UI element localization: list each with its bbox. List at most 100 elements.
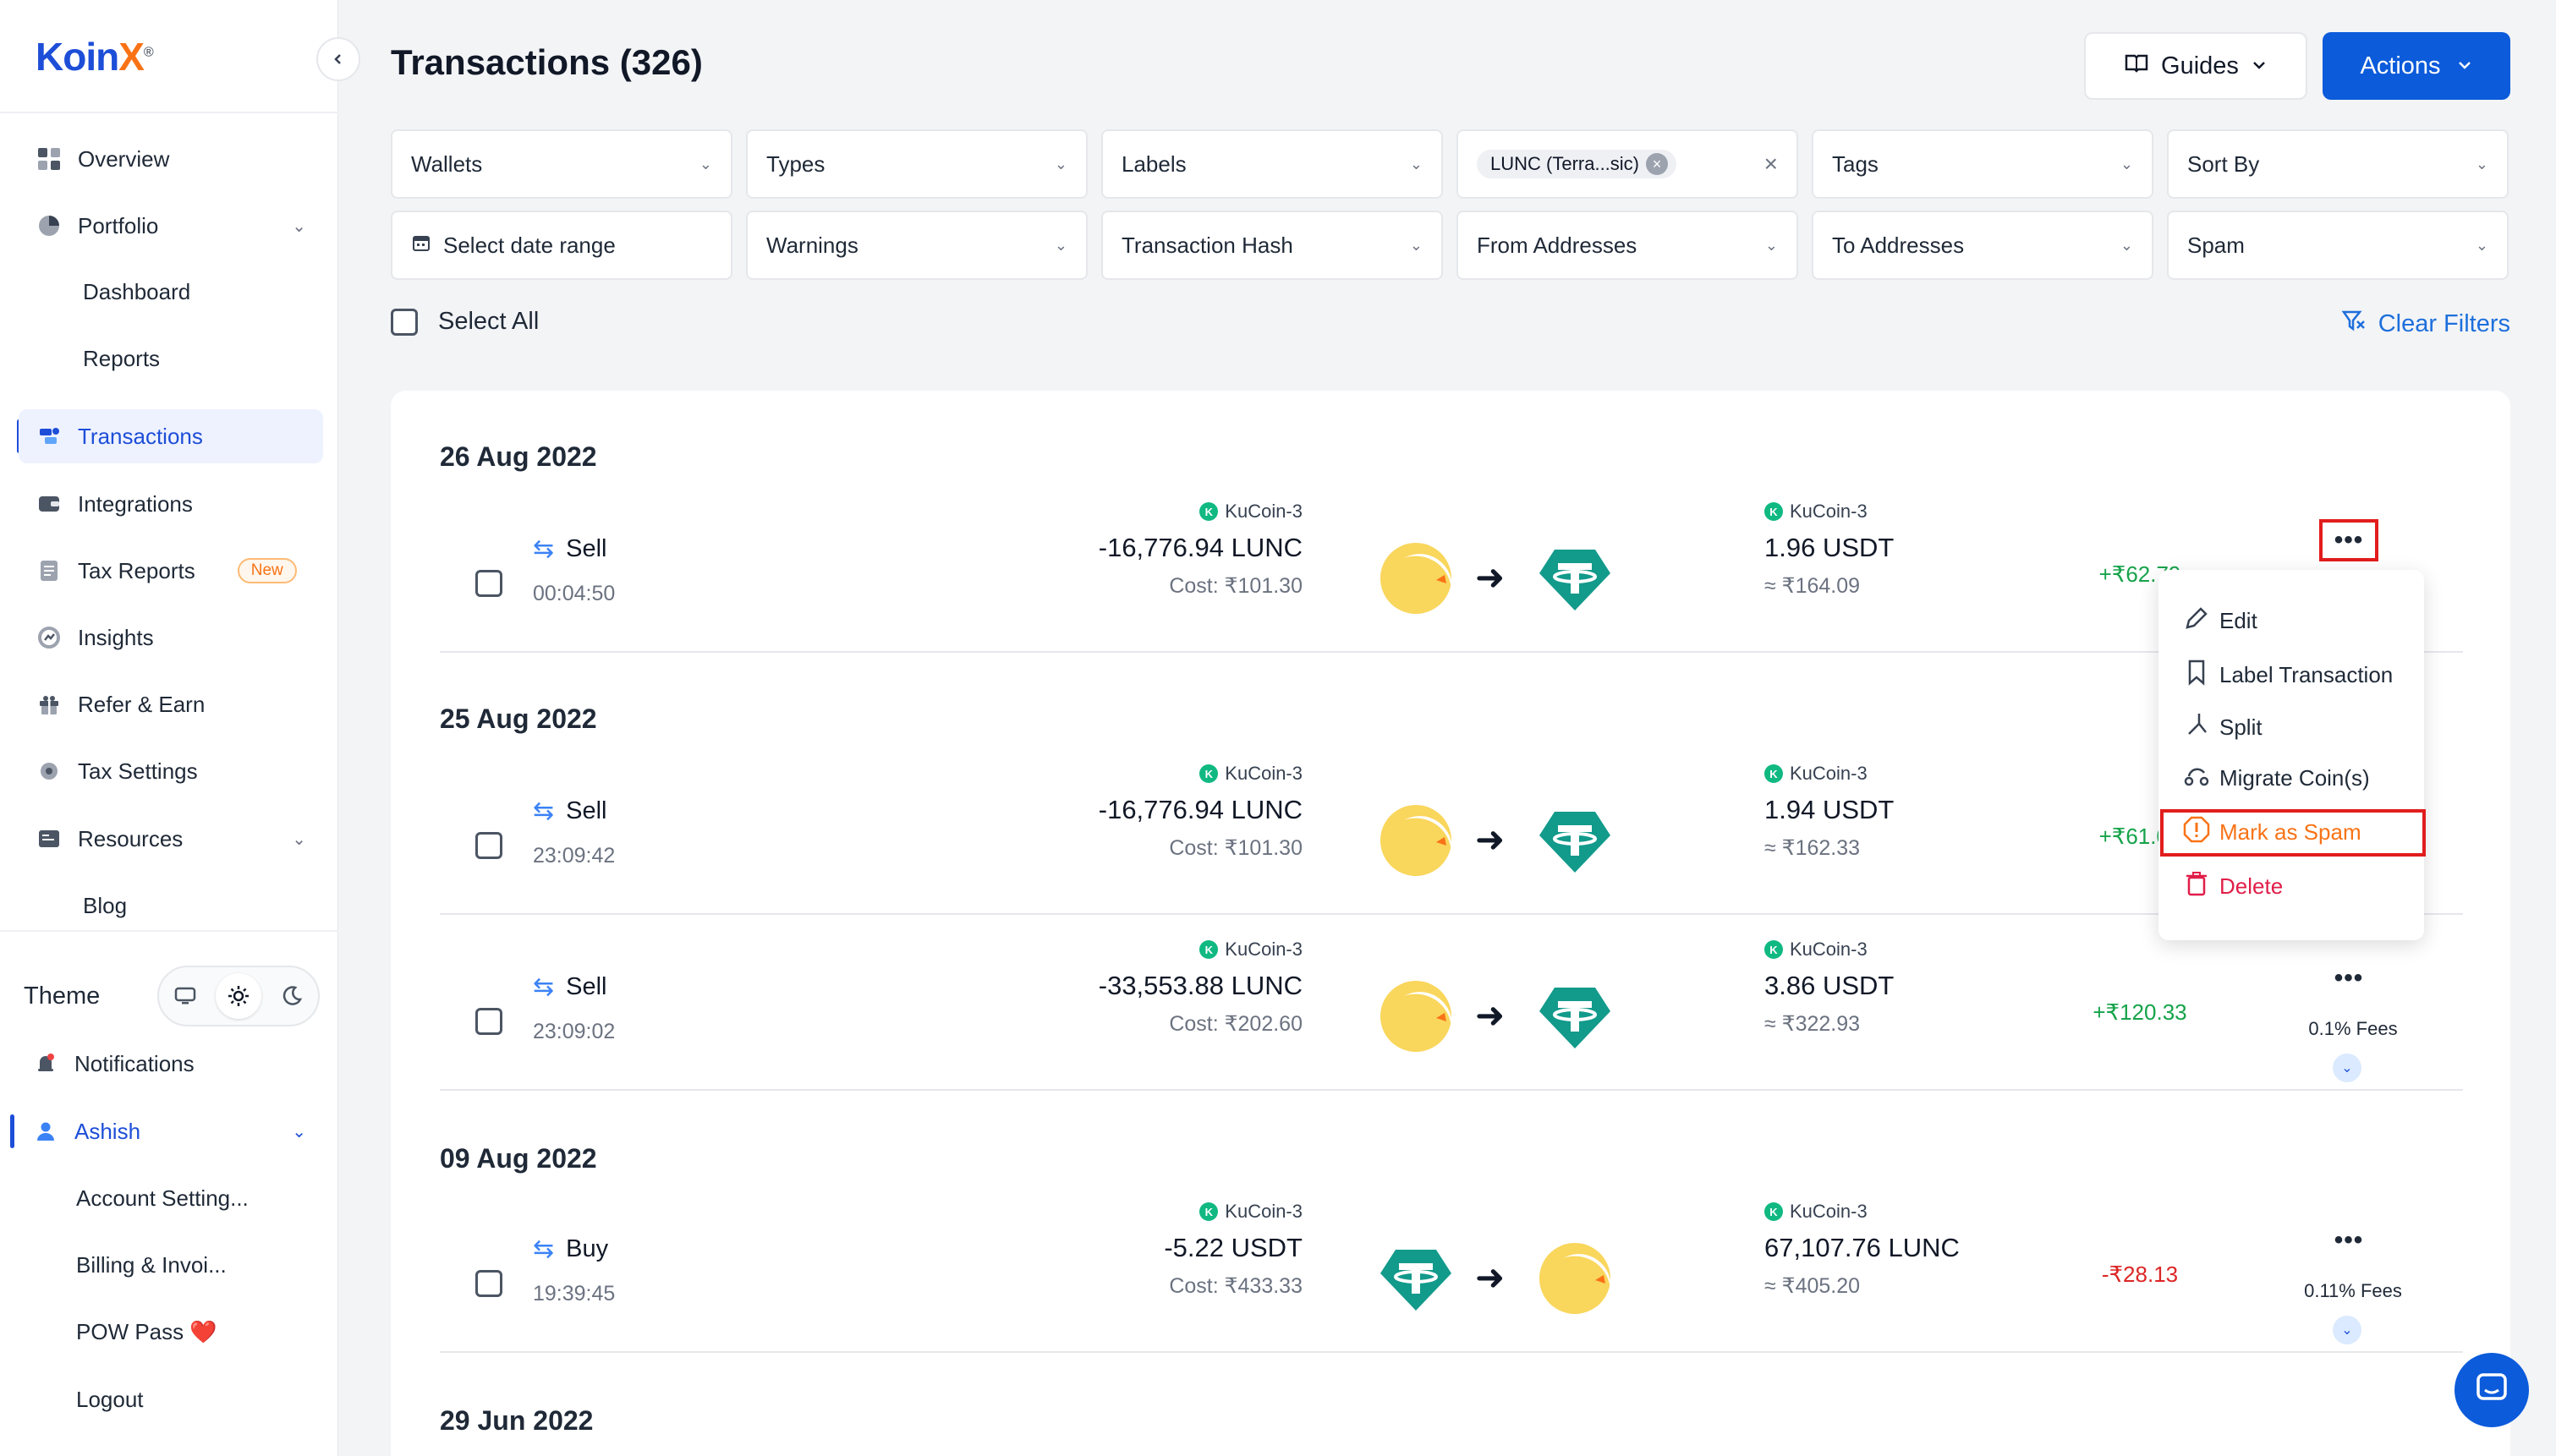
sidebar-item-refer-earn[interactable]: Refer & Earn (19, 677, 323, 731)
document-icon (32, 554, 66, 588)
kucoin-icon: K (1199, 764, 1219, 783)
sidebar-item-integrations[interactable]: Integrations (19, 477, 323, 531)
select-all[interactable]: Select All (391, 308, 539, 336)
wallets-filter[interactable]: Wallets ⌄ (391, 129, 732, 199)
select-all-checkbox[interactable] (391, 308, 418, 336)
sidebar-item-pow-pass[interactable]: POW Pass ❤️ (76, 1318, 217, 1344)
menu-item-edit[interactable]: Edit (2182, 604, 2257, 638)
fees-label: 0.1% Fees (2308, 1018, 2398, 1039)
sidebar-item-portfolio[interactable]: Portfolio ⌄ (19, 199, 323, 253)
chip-remove-icon[interactable]: × (1646, 153, 1669, 175)
transaction-type: Sell (566, 973, 607, 1000)
sidebar-item-tax-reports[interactable]: Tax Reports New (19, 544, 323, 598)
monitor-icon[interactable] (162, 973, 208, 1019)
chevron-down-icon: ⌄ (292, 829, 306, 849)
menu-item-migrate-coins[interactable]: Migrate Coin(s) (2182, 761, 2370, 796)
to-addresses-filter[interactable]: To Addresses ⌄ (1812, 211, 2153, 280)
sun-icon[interactable] (215, 973, 261, 1019)
moon-icon[interactable] (269, 973, 315, 1019)
transaction-hash-filter[interactable]: Transaction Hash ⌄ (1101, 211, 1443, 280)
menu-item-delete[interactable]: Delete (2182, 869, 2283, 904)
actions-button[interactable]: Actions (2323, 32, 2510, 100)
main-content: Transactions (326) Guides Actions Wallet… (338, 0, 2556, 1456)
row-checkbox[interactable] (475, 570, 502, 597)
from-amount: -16,776.94 LUNC (1098, 533, 1303, 562)
more-options-button[interactable]: ••• (2334, 964, 2364, 992)
sidebar-item-billing[interactable]: Billing & Invoi... (76, 1251, 227, 1278)
calendar-icon (411, 233, 431, 259)
transaction-row[interactable]: ⇆ Buy 19:39:45 K KuCoin-3 -5.22 USDT Cost:… (440, 1201, 2463, 1353)
sidebar-item-reports[interactable]: Reports (83, 345, 161, 371)
to-amount: 1.94 USDT (1764, 795, 1895, 824)
chevron-down-icon[interactable]: ⌄ (2333, 1054, 2361, 1082)
spam-filter[interactable]: Spam ⌄ (2167, 211, 2509, 280)
date-header: 09 Aug 2022 (440, 1143, 597, 1174)
transaction-row[interactable]: ⇆ Sell 00:04:50 K KuCoin-3 -16,776.94 LUNC… (440, 501, 2463, 653)
row-checkbox[interactable] (475, 1270, 502, 1297)
swap-icon: ⇆ (533, 973, 555, 1001)
sidebar-collapse-button[interactable] (316, 37, 360, 81)
split-icon (2182, 710, 2211, 745)
clear-filters-button[interactable]: Clear Filters (2341, 308, 2510, 340)
row-checkbox[interactable] (475, 832, 502, 859)
chevron-down-icon: ⌄ (1409, 236, 1423, 254)
chat-button[interactable] (2455, 1353, 2529, 1427)
transaction-row[interactable]: ⇆ Sell 23:09:42 K KuCoin-3 -16,776.94 LUNC… (440, 763, 2463, 915)
guides-button[interactable]: Guides (2084, 32, 2307, 100)
filter-clear-icon (2341, 308, 2367, 340)
transaction-options-menu: Edit Label Transaction Split Migrate Coi… (2158, 570, 2424, 940)
transaction-time: 00:04:50 (533, 582, 616, 605)
koinx-logo[interactable]: KoinX® (36, 35, 154, 79)
chevron-down-icon[interactable]: ⌄ (2333, 1316, 2361, 1344)
chevron-down-icon: ⌄ (1409, 155, 1423, 172)
chevron-down-icon: ⌄ (1764, 236, 1778, 254)
sidebar-item-overview[interactable]: Overview (19, 132, 323, 186)
sidebar-item-account[interactable]: Ashish ⌄ (19, 1104, 323, 1158)
migrate-icon (2182, 761, 2211, 796)
grid-icon (32, 142, 66, 176)
asset-filter[interactable]: LUNC (Terra...sic) × × (1456, 129, 1798, 199)
bookmark-icon (2182, 658, 2211, 692)
sidebar-item-insights[interactable]: Insights (19, 610, 323, 665)
more-options-button[interactable]: ••• (2334, 1226, 2364, 1254)
sidebar-item-tax-settings[interactable]: Tax Settings (19, 744, 323, 798)
lunc-coin-icon (1380, 981, 1452, 1052)
clear-icon[interactable]: × (1763, 151, 1778, 177)
transaction-row[interactable]: ⇆ Sell 23:09:02 K KuCoin-3 -33,553.88 LUNC… (440, 939, 2463, 1091)
transaction-time: 23:09:42 (533, 844, 616, 868)
chevron-down-icon: ⌄ (1054, 236, 1067, 254)
gift-icon (32, 687, 66, 721)
sidebar-item-account-settings[interactable]: Account Setting... (76, 1185, 249, 1211)
from-addresses-filter[interactable]: From Addresses ⌄ (1456, 211, 1798, 280)
more-options-button[interactable]: ••• (2319, 519, 2378, 561)
from-wallet: KuCoin-3 (1225, 763, 1303, 784)
sidebar-item-resources[interactable]: Resources ⌄ (19, 812, 323, 866)
trash-icon (2182, 869, 2211, 904)
sidebar: KoinX® Overview Portfolio ⌄ Dashboard Re… (0, 0, 338, 1456)
sidebar-item-logout[interactable]: Logout (76, 1386, 144, 1412)
sort-by-filter[interactable]: Sort By ⌄ (2167, 129, 2509, 199)
from-wallet: KuCoin-3 (1225, 1201, 1303, 1222)
sidebar-item-blog[interactable]: Blog (83, 892, 128, 918)
theme-label: Theme (24, 982, 101, 1010)
page-title: Transactions (326) (391, 42, 703, 82)
sidebar-item-dashboard[interactable]: Dashboard (83, 278, 191, 304)
market-value: ≈ ₹405.20 (1764, 1274, 1861, 1298)
to-wallet: KuCoin-3 (1790, 939, 1868, 960)
menu-item-split[interactable]: Split (2182, 710, 2263, 745)
warning-octagon-icon (2182, 815, 2211, 850)
market-value: ≈ ₹162.33 (1764, 836, 1861, 860)
sidebar-item-notifications[interactable]: Notifications (19, 1037, 323, 1091)
from-wallet: KuCoin-3 (1225, 501, 1303, 522)
labels-filter[interactable]: Labels ⌄ (1101, 129, 1443, 199)
warnings-filter[interactable]: Warnings ⌄ (746, 211, 1088, 280)
date-range-filter[interactable]: Select date range (391, 211, 732, 280)
sidebar-item-transactions[interactable]: Transactions (19, 409, 323, 463)
types-filter[interactable]: Types ⌄ (746, 129, 1088, 199)
menu-item-label-transaction[interactable]: Label Transaction (2182, 658, 2393, 692)
row-checkbox[interactable] (475, 1008, 502, 1035)
kucoin-icon: K (1764, 1202, 1783, 1221)
tags-filter[interactable]: Tags ⌄ (1812, 129, 2153, 199)
arrow-right-icon: ➜ (1475, 819, 1506, 859)
menu-item-mark-as-spam[interactable]: Mark as Spam (2182, 815, 2361, 850)
